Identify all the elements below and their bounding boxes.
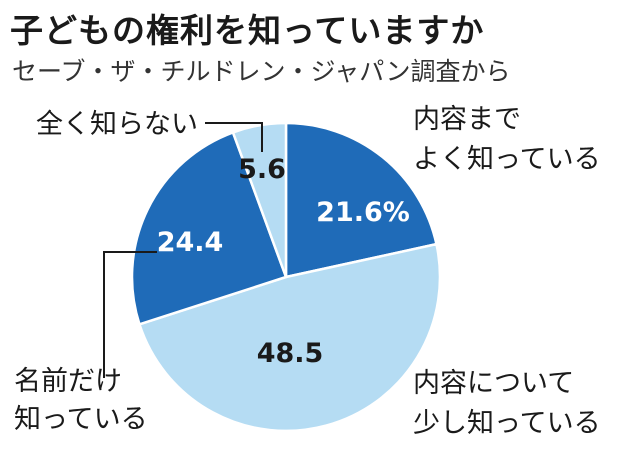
slice-value-3: 24.4 xyxy=(157,227,224,258)
leader-line-4 xyxy=(205,122,263,152)
slice-label-4: 全く知らない xyxy=(36,109,198,140)
slice-label-1: 内容までよく知っている xyxy=(413,104,601,175)
slice-value-4: 5.6 xyxy=(238,154,286,185)
leader-line-3 xyxy=(103,251,157,378)
pie-slice-2 xyxy=(138,242,442,433)
slice-value-1: 21.6% xyxy=(316,197,410,228)
slice-label-3: 名前だけ知っている xyxy=(14,366,148,435)
slice-value-2: 48.5 xyxy=(257,338,324,369)
pie-slice-3 xyxy=(130,131,288,326)
chart-subtitle: セーブ・ザ・チルドレン・ジャパン調査から xyxy=(12,57,511,86)
pie-slice-1 xyxy=(284,121,438,279)
slice-label-2: 内容について少し知っている xyxy=(413,368,601,439)
chart-title: 子どもの権利を知っていますか xyxy=(10,11,485,50)
pie-slice-4 xyxy=(231,121,288,279)
